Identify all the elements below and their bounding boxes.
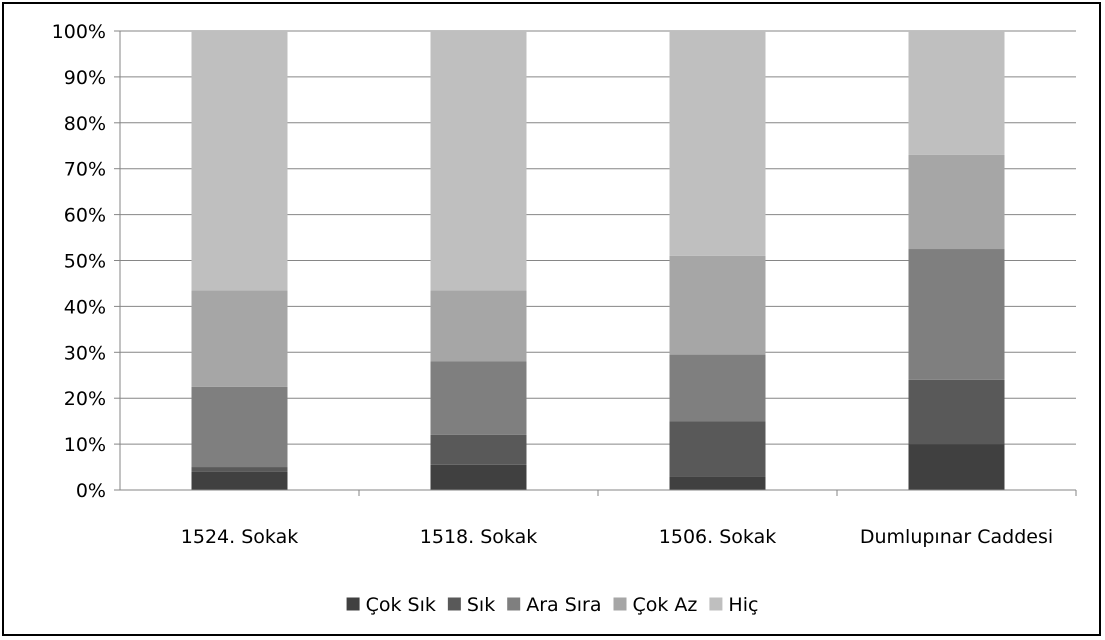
y-tick-label: 60% xyxy=(64,205,106,227)
bar-segment xyxy=(908,31,1005,155)
bar-segment xyxy=(669,421,766,477)
bar-segment xyxy=(191,471,288,490)
bar-segment xyxy=(430,290,527,362)
legend: Çok Sık Sık Ara Sıra Çok Az Hiç xyxy=(346,594,758,616)
legend-label: Ara Sıra xyxy=(526,594,601,616)
bar-segment xyxy=(669,255,766,355)
legend-label: Çok Az xyxy=(633,594,698,616)
y-tick-label: 40% xyxy=(64,296,106,318)
y-tick-label: 90% xyxy=(64,67,106,89)
bar-segment xyxy=(908,249,1005,380)
bar-segment xyxy=(669,31,766,256)
legend-swatch xyxy=(447,597,461,611)
bar-segment xyxy=(669,476,766,490)
x-tick-label: Dumlupınar Caddesi xyxy=(860,526,1053,548)
legend-swatch xyxy=(613,597,627,611)
legend-swatch xyxy=(346,597,360,611)
bar-segment xyxy=(191,31,288,291)
bar-segment xyxy=(430,434,527,465)
x-tick-label: 1518. Sokak xyxy=(420,526,537,548)
bar-segment xyxy=(191,290,288,387)
bar-segment xyxy=(430,361,527,435)
legend-swatch xyxy=(709,597,723,611)
bar-segment xyxy=(908,379,1005,445)
y-tick-label: 70% xyxy=(64,159,106,181)
bar-segment xyxy=(191,467,288,472)
y-tick-label: 0% xyxy=(76,480,106,502)
bars xyxy=(191,31,1005,490)
legend-label: Çok Sık xyxy=(366,594,436,616)
x-tick-label: 1506. Sokak xyxy=(659,526,776,548)
y-axis-ticks: 0% 10% 20% 30% 40% 50% 60% 70% 80% 90% 100% xyxy=(52,21,120,502)
y-tick-label: 100% xyxy=(52,21,106,43)
y-tick-label: 30% xyxy=(64,342,106,364)
y-tick-label: 10% xyxy=(64,434,106,456)
y-tick-label: 80% xyxy=(64,113,106,135)
y-tick-label: 20% xyxy=(64,388,106,410)
bar-segment xyxy=(191,386,288,468)
bar-segment xyxy=(669,354,766,422)
y-tick-label: 50% xyxy=(64,251,106,273)
legend-label: Sık xyxy=(467,594,495,616)
x-axis-ticks: 1524. Sokak 1518. Sokak 1506. Sokak Dumlupı… xyxy=(181,490,1077,548)
x-tick-label: 1524. Sokak xyxy=(181,526,298,548)
bar-segment xyxy=(908,444,1005,490)
bar-segment xyxy=(908,154,1005,250)
bar-segment xyxy=(430,464,527,490)
bar-segment xyxy=(430,31,527,291)
legend-swatch xyxy=(507,597,521,611)
legend-label: Hiç xyxy=(728,594,758,616)
